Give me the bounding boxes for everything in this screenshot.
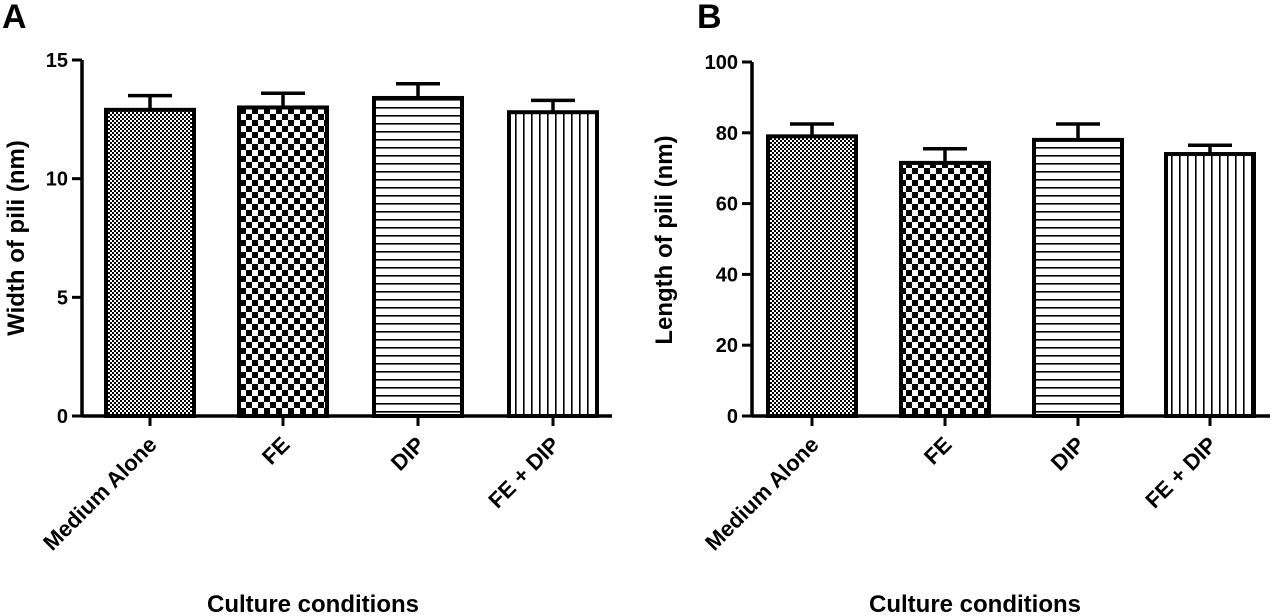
panel-b-bar-dip <box>1032 137 1124 418</box>
panel-b-letter: B <box>697 0 722 36</box>
panel-b-y-tick-label: 80 <box>716 123 738 145</box>
panel-b-category-label: FE <box>919 432 957 470</box>
panel-b-category-label: FE + DIP <box>1140 432 1221 513</box>
panel-b: B Length of pili (nm) Culture conditions… <box>651 0 1270 616</box>
panel-b-y-tick-label: 60 <box>716 194 738 216</box>
panel-a-category-label: FE <box>257 432 295 470</box>
panel-a-x-axis-label: Culture conditions <box>207 591 419 616</box>
panel-a-letter: A <box>2 0 27 36</box>
panel-a-y-tick-label: 10 <box>46 169 68 191</box>
panel-a-y-axis-label: Width of pili (nm) <box>3 140 30 336</box>
panel-a-category-label: Medium Alone <box>38 432 161 555</box>
panel-a-bar-fe <box>237 105 329 418</box>
panel-a-category-label: FE + DIP <box>483 432 564 513</box>
panel-a-y-tick-label: 0 <box>57 406 68 428</box>
panel-b-y-tick-label: 20 <box>716 335 738 357</box>
panel-b-y-tick-label: 100 <box>705 52 738 74</box>
panel-a-y-tick-label: 5 <box>57 287 68 309</box>
panel-b-category-label: Medium Alone <box>700 432 823 555</box>
panel-a-y-tick-label: 15 <box>46 50 68 72</box>
panel-b-plot-area: 0 20 40 60 80 100 Medium Alone FE DIP FE + DIP <box>700 52 1270 555</box>
panel-a-bar-medium-alone <box>104 107 196 418</box>
panel-b-bar-medium-alone <box>766 134 858 418</box>
panel-a: A Width of pili (nm) Culture conditions … <box>2 0 612 616</box>
panel-a-bar-fe-dip <box>507 110 599 418</box>
panel-a-bar-dip <box>372 95 464 419</box>
panel-a-category-label: DIP <box>386 432 430 476</box>
panel-b-bar-fe <box>899 160 991 418</box>
panel-b-y-tick-label: 40 <box>716 264 738 286</box>
panel-b-y-axis-label: Length of pili (nm) <box>651 135 678 344</box>
panel-b-y-tick-label: 0 <box>727 406 738 428</box>
panel-a-plot-area: 0 5 10 15 Medium Alone FE DIP FE + DIP <box>38 50 612 555</box>
panel-b-category-label: DIP <box>1046 432 1090 476</box>
panel-b-bar-fe-dip <box>1164 152 1256 418</box>
panel-b-x-axis-label: Culture conditions <box>869 591 1081 616</box>
